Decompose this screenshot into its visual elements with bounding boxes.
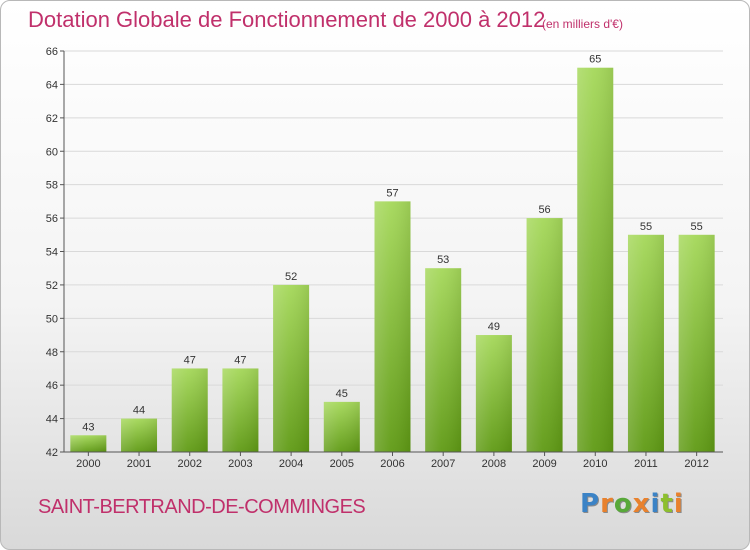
y-tick-label: 46 (46, 380, 58, 392)
bar-shine (323, 401, 360, 452)
x-axis: 2000 2001 2002 2003 2004 2005 2006 2007 2008 2009… (64, 451, 723, 470)
bar-shine (475, 335, 512, 452)
y-tick-label: 66 (46, 46, 58, 58)
bar-value-label: 47 (234, 354, 246, 366)
y-tick-label: 48 (46, 347, 58, 359)
x-tick-label: 2009 (532, 458, 556, 470)
x-tick-label: 2007 (431, 458, 455, 470)
bar-value-label: 47 (184, 354, 196, 366)
y-tick-label: 50 (46, 313, 58, 325)
chart-subtitle: (en milliers d'€) (542, 17, 623, 31)
y-tick-label: 54 (46, 247, 58, 259)
x-tick-label: 2011 (634, 458, 658, 470)
x-tick-label: 2003 (228, 458, 252, 470)
y-tick-label: 62 (46, 113, 58, 125)
y-tick-label: 58 (46, 180, 58, 192)
x-tick-label: 2005 (330, 458, 354, 470)
y-tick-label: 56 (46, 213, 58, 225)
y-tick-label: 60 (46, 146, 58, 158)
bar-value-label: 65 (589, 54, 601, 66)
bar-value-label: 55 (640, 221, 652, 233)
y-tick-label: 52 (46, 280, 58, 292)
bar-value-label: 56 (538, 204, 550, 216)
logo-letter: P (580, 489, 601, 519)
logo-letter: o (613, 489, 633, 519)
bar-shine (627, 234, 664, 452)
y-tick-label: 44 (46, 414, 58, 426)
bar-shine (374, 201, 411, 452)
bar-value-label: 53 (437, 254, 449, 266)
bar-value-label: 55 (691, 221, 703, 233)
bar-value-label: 52 (285, 271, 297, 283)
x-tick-label: 2001 (127, 458, 151, 470)
y-axis: 42 44 46 48 50 52 54 56 58 60 62 64 66 (46, 46, 65, 459)
logo-letter: i (650, 489, 661, 519)
logo-letter: x (632, 489, 651, 519)
bar-shine (425, 268, 462, 452)
bar-shine (273, 284, 310, 452)
bar-value-label: 57 (386, 187, 398, 199)
bar-shine (577, 67, 614, 452)
bar-value-label: 49 (488, 321, 500, 333)
x-tick-label: 2000 (76, 458, 100, 470)
bar-value-label: 44 (133, 405, 145, 417)
bar-value-label: 45 (336, 388, 348, 400)
x-tick-label: 2006 (380, 458, 404, 470)
bar-shine (70, 435, 107, 452)
bar-shine (171, 368, 208, 452)
commune-name: SAINT-BERTRAND-DE-COMMINGES (38, 496, 366, 518)
logo-letter: t (660, 489, 674, 519)
x-tick-label: 2008 (482, 458, 506, 470)
bar-value-label: 43 (82, 421, 94, 433)
bar-shine (526, 218, 563, 452)
bar-shine (121, 418, 158, 452)
x-tick-label: 2004 (279, 458, 303, 470)
bar-shine (678, 234, 715, 452)
y-tick-label: 42 (46, 447, 58, 459)
x-tick-label: 2012 (684, 458, 708, 470)
y-tick-label: 64 (46, 79, 58, 91)
chart-title: Dotation Globale de Fonctionnement de 20… (28, 7, 546, 32)
x-tick-label: 2002 (177, 458, 201, 470)
bar-shine (222, 368, 259, 452)
bars (70, 67, 715, 452)
data-labels: 43 44 47 47 52 45 57 53 49 56 65 55 55 (82, 54, 703, 434)
logo-letter: r (600, 489, 614, 519)
logo-letter: i (673, 489, 684, 519)
x-tick-label: 2010 (583, 458, 607, 470)
proxiti-logo: Proxiti (580, 489, 684, 519)
